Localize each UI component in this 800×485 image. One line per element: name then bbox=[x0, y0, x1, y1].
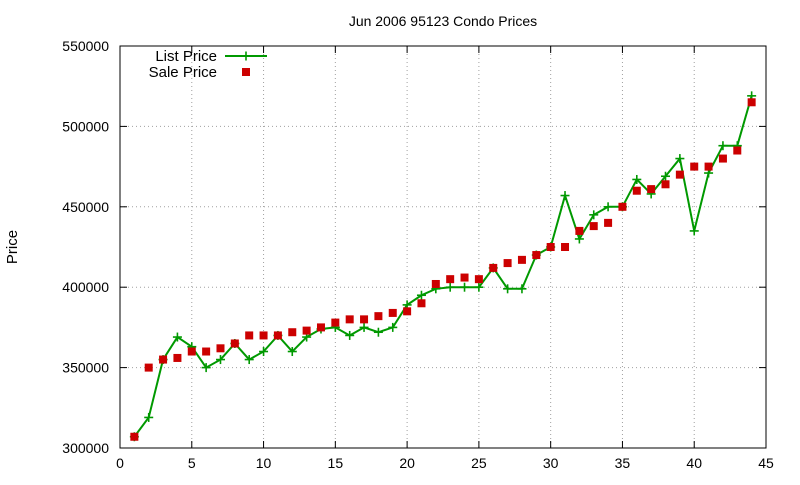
y-tick-label: 450000 bbox=[62, 199, 109, 215]
list-price-point bbox=[560, 191, 570, 201]
grid-lines bbox=[120, 46, 766, 448]
sale-price-point bbox=[245, 331, 254, 340]
list-price-point bbox=[259, 347, 269, 357]
list-price-point bbox=[416, 290, 426, 300]
x-tick-label: 5 bbox=[188, 455, 196, 471]
x-tick-label: 10 bbox=[256, 455, 272, 471]
list-price-point bbox=[287, 347, 297, 357]
sale-price-point bbox=[273, 331, 282, 340]
y-tick-label: 350000 bbox=[62, 360, 109, 376]
list-price-point bbox=[460, 282, 470, 292]
sale-price-point bbox=[345, 315, 354, 324]
list-price-point bbox=[632, 174, 642, 184]
sale-price-point bbox=[718, 154, 727, 163]
list-price-point bbox=[201, 363, 211, 373]
sale-price-point bbox=[503, 259, 512, 268]
sale-price-point bbox=[460, 273, 469, 282]
sale-price-point bbox=[474, 275, 483, 284]
y-tick-label: 550000 bbox=[62, 38, 109, 54]
list-price-point bbox=[689, 226, 699, 236]
x-tick-label: 0 bbox=[116, 455, 124, 471]
list-price-point bbox=[345, 330, 355, 340]
list-price-point bbox=[503, 284, 513, 294]
sale-price-point bbox=[302, 326, 311, 335]
sale-price-point bbox=[403, 307, 412, 316]
list-price-point bbox=[388, 322, 398, 332]
sale-price-point bbox=[173, 353, 182, 362]
x-tick-label: 15 bbox=[328, 455, 344, 471]
y-tick-label: 500000 bbox=[62, 118, 109, 134]
list-price-point bbox=[661, 171, 671, 181]
list-price-point bbox=[172, 332, 182, 342]
x-tick-label: 40 bbox=[686, 455, 702, 471]
x-tick-label: 25 bbox=[471, 455, 487, 471]
list-price-line bbox=[133, 95, 753, 438]
list-price-point bbox=[718, 141, 728, 151]
sale-price-point bbox=[661, 180, 670, 189]
chart-title: Jun 2006 95123 Condo Prices bbox=[349, 13, 537, 29]
y-axis-label: Price bbox=[4, 230, 21, 264]
list-price-point bbox=[215, 355, 225, 365]
sale-price-point bbox=[517, 255, 526, 264]
sale-price-point bbox=[561, 243, 570, 251]
legend-label-sale-price: Sale Price bbox=[149, 64, 217, 81]
legend-swatch-sale-price bbox=[242, 68, 250, 76]
x-tick-label: 45 bbox=[758, 455, 774, 471]
sale-price-point bbox=[187, 347, 196, 356]
sale-price-point bbox=[331, 318, 340, 327]
sale-price-point bbox=[431, 279, 440, 288]
sale-price-point bbox=[747, 98, 756, 107]
list-price-point bbox=[517, 284, 527, 294]
x-tick-label: 20 bbox=[399, 455, 415, 471]
legend: List Price Sale Price bbox=[149, 48, 267, 81]
legend-label-list-price: List Price bbox=[155, 48, 217, 65]
y-tick-label: 400000 bbox=[62, 279, 109, 295]
sale-price-point bbox=[704, 162, 713, 171]
sale-price-point bbox=[360, 315, 369, 324]
sale-price-point bbox=[632, 186, 641, 195]
sale-price-point bbox=[675, 170, 684, 179]
list-price-point bbox=[603, 202, 613, 212]
sale-price-point bbox=[589, 222, 598, 231]
list-price-point bbox=[675, 154, 685, 164]
sale-price-point bbox=[690, 162, 699, 171]
sale-price-point bbox=[130, 432, 139, 441]
sale-price-point bbox=[374, 312, 383, 321]
sale-price-point bbox=[417, 299, 426, 308]
sale-price-point bbox=[604, 218, 613, 227]
list-price-point bbox=[373, 327, 383, 337]
x-tick-label: 30 bbox=[543, 455, 559, 471]
series-layer bbox=[129, 91, 757, 442]
sale-price-point bbox=[388, 308, 397, 317]
x-tick-label: 35 bbox=[615, 455, 631, 471]
sale-price-point bbox=[647, 185, 656, 194]
sale-price-point bbox=[230, 339, 239, 348]
sale-price-point bbox=[259, 331, 268, 340]
sale-price-point bbox=[202, 347, 211, 356]
sale-price-point bbox=[144, 363, 153, 372]
sale-price-point bbox=[532, 251, 541, 260]
y-tick-label: 300000 bbox=[62, 440, 109, 456]
axes: 0 5 10 15 20 25 30 35 40 45 300000 350000 400000 4500… bbox=[62, 38, 774, 471]
sale-price-point bbox=[446, 275, 455, 284]
list-price-point bbox=[144, 412, 154, 422]
sale-price-point bbox=[288, 328, 297, 337]
sale-price-point bbox=[546, 243, 555, 251]
sale-price-point bbox=[216, 344, 225, 353]
sale-price-point bbox=[733, 146, 742, 155]
sale-price-point bbox=[489, 263, 498, 272]
list-price-point bbox=[589, 210, 599, 220]
list-price-point bbox=[474, 282, 484, 292]
list-price-point bbox=[574, 234, 584, 244]
plot-frame bbox=[119, 45, 767, 449]
sale-price-point bbox=[159, 355, 168, 364]
list-price-point bbox=[359, 322, 369, 332]
sale-price-point bbox=[618, 202, 627, 211]
sale-price-point bbox=[316, 323, 325, 332]
sale-price-point bbox=[575, 226, 584, 235]
list-price-point bbox=[244, 355, 254, 365]
list-price-point bbox=[445, 282, 455, 292]
